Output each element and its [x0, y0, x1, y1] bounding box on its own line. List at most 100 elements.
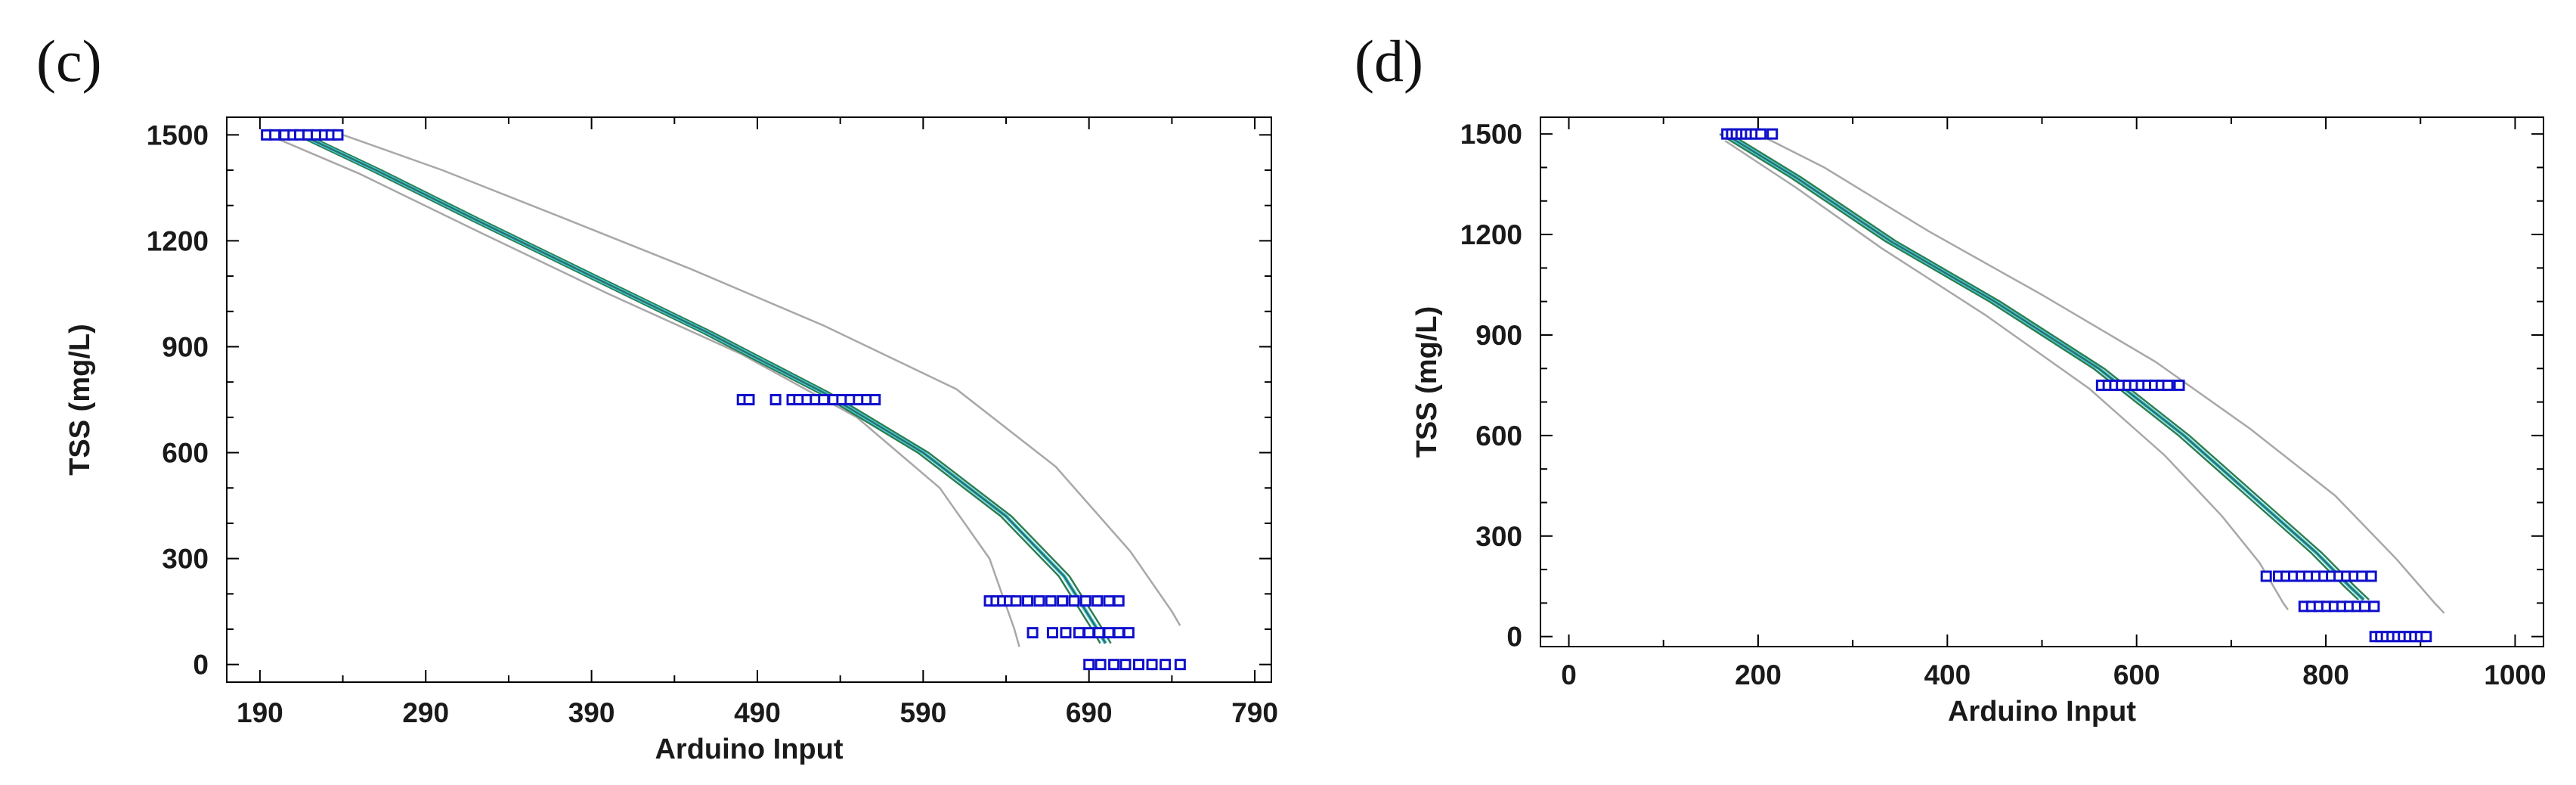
confidence-lower-line	[1719, 133, 2359, 600]
data-point	[1766, 128, 1779, 140]
confidence-lower-line	[296, 134, 1101, 644]
series-tss-0	[2369, 631, 2432, 643]
data-point	[1174, 659, 1186, 671]
prediction-lower-line	[268, 134, 1020, 647]
chart-c: 190 290 390 490 590 690 790 0 300 600 900 1200 1500 A…	[64, 116, 1278, 765]
x-tick-label: 290	[402, 697, 449, 728]
data-point	[1755, 128, 1767, 140]
data-point	[1133, 659, 1145, 671]
x-tick-label: 400	[1924, 659, 1971, 690]
data-point	[1091, 595, 1104, 607]
fit-line	[1724, 133, 2364, 600]
x-tick-label: 690	[1066, 697, 1113, 728]
series-tss-1500	[261, 129, 344, 141]
series-tss-90	[2298, 600, 2380, 613]
x-tick-label: 600	[2113, 659, 2160, 690]
y-tick-label: 1500	[147, 119, 209, 150]
data-point	[869, 394, 881, 405]
y-tick-label: 600	[1475, 420, 1522, 451]
data-point	[1079, 595, 1091, 607]
data-point	[2356, 570, 2368, 582]
x-tick-label: 800	[2302, 659, 2349, 690]
x-tick-label: 790	[1231, 697, 1278, 728]
confidence-upper-line	[306, 134, 1112, 644]
data-point	[1022, 595, 1034, 607]
data-point	[1068, 595, 1080, 607]
plot-frame	[226, 116, 1272, 683]
plot-frame	[1540, 116, 2544, 647]
data-point	[1083, 659, 1095, 671]
data-point	[1010, 595, 1022, 607]
data-point	[818, 394, 830, 405]
data-point	[2162, 379, 2174, 391]
y-tick-label: 600	[162, 438, 209, 469]
data-point	[1094, 659, 1107, 671]
data-point	[1083, 627, 1095, 639]
x-axis-title: Arduino Input	[1948, 696, 2136, 728]
y-axis-title: TSS (mg/L)	[1411, 306, 1443, 458]
series-tss-90	[1026, 627, 1135, 639]
y-tick-label: 300	[1475, 521, 1522, 552]
x-tick-label: 590	[899, 697, 946, 728]
y-tick-label: 300	[162, 544, 209, 575]
fit-line-highlight	[1723, 132, 2365, 601]
y-tick-label: 900	[1475, 320, 1522, 351]
prediction-lower-line	[1724, 139, 2290, 611]
data-point	[2365, 570, 2377, 582]
data-point	[269, 129, 281, 141]
y-tick-label: 0	[193, 650, 209, 681]
data-point	[2358, 600, 2370, 613]
data-point	[2260, 570, 2272, 582]
data-point	[2173, 379, 2185, 391]
y-tick-label: 1200	[1460, 219, 1522, 250]
x-tick-label: 190	[237, 697, 283, 728]
x-tick-label: 0	[1561, 659, 1577, 690]
data-point	[1026, 627, 1039, 639]
data-point	[769, 394, 782, 405]
panel-label-d: (d)	[1355, 28, 1423, 94]
y-tick-label: 900	[162, 331, 209, 362]
data-point	[1060, 627, 1072, 639]
fit-line-highlight	[300, 133, 1107, 644]
y-axis-title: TSS (mg/L)	[64, 324, 96, 476]
data-point	[1119, 659, 1132, 671]
data-point	[1113, 627, 1125, 639]
series-tss-180	[983, 595, 1125, 607]
y-tick-label: 1200	[147, 225, 209, 256]
data-point	[1103, 595, 1115, 607]
y-tick-label: 1500	[1460, 119, 1522, 150]
data-point	[1045, 595, 1057, 607]
y-tick-label: 0	[1506, 622, 1522, 653]
prediction-upper-line	[342, 134, 1181, 626]
x-tick-label: 390	[568, 697, 615, 728]
data-point	[1103, 627, 1115, 639]
data-point	[1146, 659, 1158, 671]
series-tss-0	[1083, 659, 1186, 671]
prediction-upper-line	[1757, 133, 2445, 614]
x-axis-title: Arduino Input	[655, 734, 843, 765]
data-point	[1122, 627, 1135, 639]
data-point	[743, 394, 755, 405]
data-point	[1073, 627, 1085, 639]
confidence-upper-line	[1729, 133, 2370, 600]
data-point	[2420, 631, 2432, 643]
data-point	[2368, 600, 2380, 613]
data-point	[332, 129, 344, 141]
data-point	[1108, 659, 1120, 671]
data-point	[1057, 595, 1069, 607]
series-tss-750	[736, 394, 881, 405]
data-point	[1046, 627, 1058, 639]
fit-line	[301, 134, 1107, 644]
x-tick-label: 1000	[2484, 659, 2546, 690]
panel-label-c: (c)	[36, 28, 102, 94]
series-tss-180	[2260, 570, 2377, 582]
series-tss-1500	[1721, 128, 1779, 140]
series-tss-750	[2095, 379, 2185, 391]
x-tick-label: 200	[1735, 659, 1782, 690]
data-point	[1113, 595, 1125, 607]
data-point	[1160, 659, 1172, 671]
data-point	[1033, 595, 1045, 607]
x-tick-label: 490	[734, 697, 781, 728]
chart-d: 0 200 400 600 800 1000 0 300 600 900 1200 1500 Ardui…	[1411, 116, 2547, 728]
